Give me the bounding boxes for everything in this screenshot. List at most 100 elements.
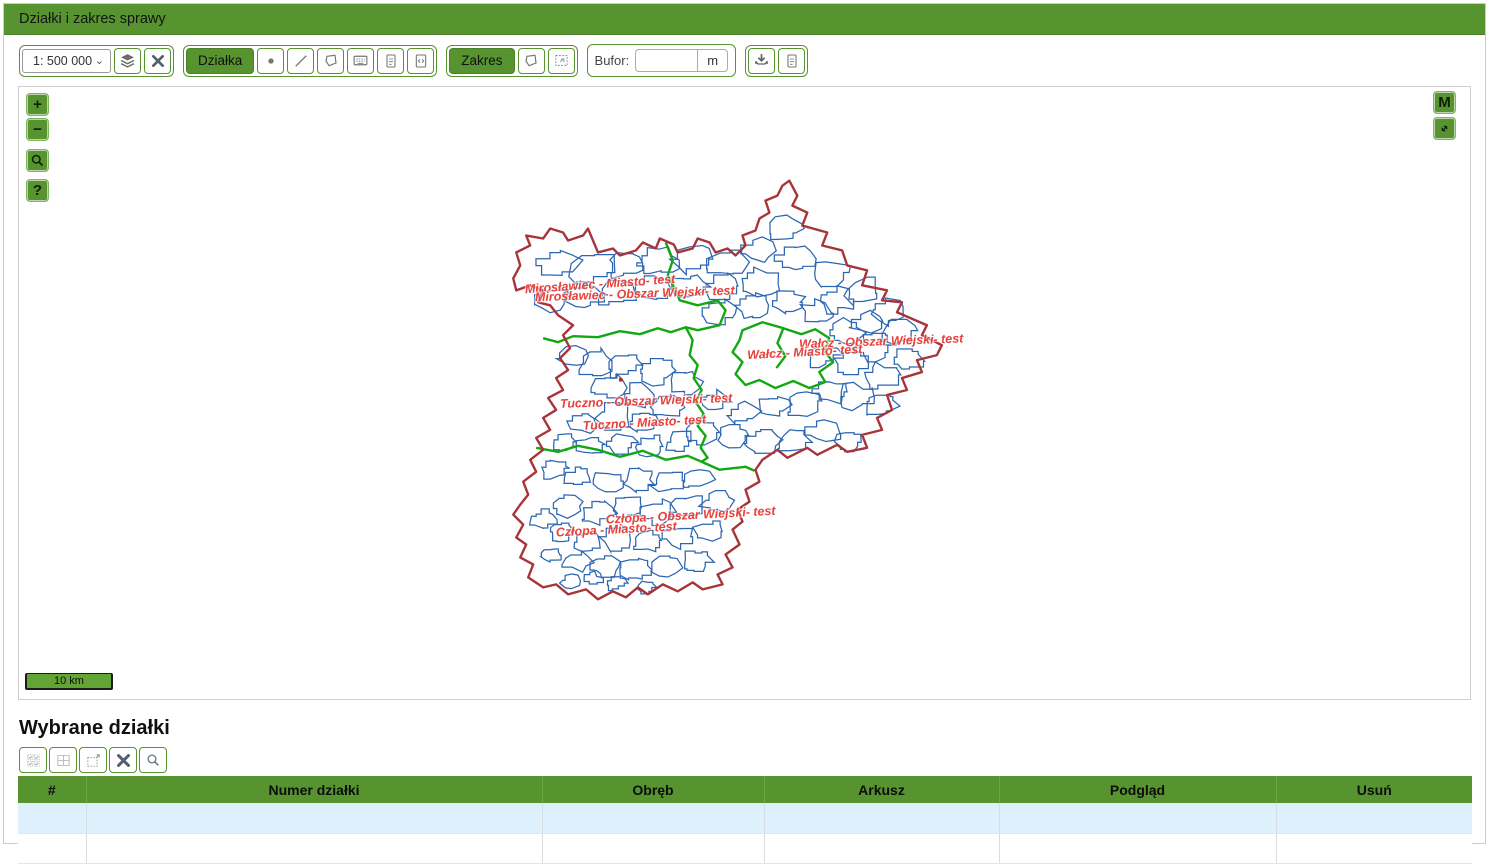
document-icon (383, 53, 399, 69)
expand-icon (1438, 122, 1451, 135)
map-scale-bar: 10 km (25, 673, 113, 690)
table-cell (999, 803, 1277, 834)
draw-line-button[interactable] (287, 47, 315, 74)
document-code-icon (413, 53, 429, 69)
table-cell (1276, 803, 1472, 834)
panel-title: Działki i zakres sprawy (19, 11, 166, 27)
toolbar-group-zakres: Zakres (446, 44, 578, 77)
map-label: Człopa - Miasto- test (556, 519, 678, 539)
layers-icon (119, 52, 136, 69)
app-window: Działki i zakres sprawy 1: 500 000 ⌄ (3, 3, 1486, 864)
point-icon (263, 53, 279, 69)
search-icon (145, 752, 161, 768)
column-header: Podgląd (999, 776, 1277, 803)
section-heading: Wybrane działki (19, 717, 170, 739)
table-cell (86, 803, 543, 834)
bufor-unit: m (697, 49, 729, 72)
table-cell (86, 833, 543, 864)
zakres-select-extent-button[interactable] (547, 47, 575, 74)
import-geometry-button[interactable] (407, 47, 435, 74)
column-header: Obręb (542, 776, 765, 803)
fullscreen-button[interactable] (1433, 117, 1456, 140)
zoom-in-button[interactable]: + (26, 93, 49, 116)
close-icon (115, 752, 132, 769)
table-cell (764, 833, 1000, 864)
draw-polygon-button[interactable] (317, 47, 345, 74)
minus-icon: − (33, 121, 42, 138)
dzialka-mode-label: Działka (198, 53, 243, 68)
zakres-polygon-button[interactable] (517, 47, 545, 74)
map-label: Wałcz - Obszar Wiejski- test (799, 331, 964, 351)
toolbar-group-dzialka: Działka (183, 44, 438, 77)
column-header: Numer działki (86, 776, 543, 803)
scale-select[interactable]: 1: 500 000 ⌄ (22, 48, 111, 73)
grid-remove-icon (85, 752, 102, 769)
search-icon (30, 153, 45, 168)
chevron-down-icon: ⌄ (94, 55, 104, 67)
document-icon (784, 53, 800, 69)
polygon-icon (523, 53, 539, 69)
table-cell (18, 803, 87, 834)
scale-select-value: 1: 500 000 (33, 53, 93, 68)
draw-point-button[interactable] (257, 47, 285, 74)
coordinates-input-button[interactable] (347, 47, 375, 74)
table-header-row: # Numer działki Obręb Arkusz Podgląd Usuń (18, 776, 1472, 803)
question-icon: ? (32, 182, 43, 199)
close-icon (150, 53, 166, 69)
parcels-toolbar (4, 747, 1485, 773)
scale-bar-label: 10 km (54, 675, 84, 687)
bufor-label: Bufor: (594, 53, 630, 68)
select-all-button[interactable] (19, 747, 47, 773)
table-cell (542, 833, 765, 864)
layers-button[interactable] (114, 47, 141, 74)
map-toolbar: 1: 500 000 ⌄ (4, 35, 1485, 86)
parcels-table: # Numer działki Obręb Arkusz Podgląd Usuń (18, 776, 1472, 864)
table-row (18, 833, 1472, 864)
keyboard-icon (352, 52, 369, 69)
selected-boundaries (535, 242, 835, 472)
zoom-search-button[interactable] (26, 149, 49, 172)
county-boundary (512, 179, 944, 601)
map-marker-dot (618, 378, 623, 382)
plus-icon: + (33, 96, 42, 113)
m-icon: M (1438, 94, 1451, 111)
measure-button[interactable]: M (1433, 91, 1456, 114)
zakres-mode-label: Zakres (461, 53, 503, 68)
dzialka-mode-button[interactable]: Działka (186, 47, 255, 74)
table-cell (764, 803, 1000, 834)
report-document-button[interactable] (778, 47, 806, 74)
parcel-document-button[interactable] (377, 47, 405, 74)
clear-map-button[interactable] (144, 47, 171, 74)
clear-parcels-button[interactable] (109, 747, 137, 773)
polygon-icon (323, 53, 339, 69)
download-button[interactable] (748, 47, 776, 74)
toolbar-group-export (745, 44, 809, 77)
bufor-input[interactable] (635, 49, 698, 72)
select-extent-icon (553, 52, 570, 69)
grid-view-button[interactable] (49, 747, 77, 773)
zoom-to-parcels-button[interactable] (139, 747, 167, 773)
panel-titlebar: Działki i zakres sprawy (4, 4, 1485, 35)
table-cell (542, 803, 765, 834)
table-cell (18, 833, 87, 864)
remove-selection-button[interactable] (79, 747, 107, 773)
column-header: Usuń (1276, 776, 1472, 803)
help-button[interactable]: ? (26, 179, 49, 202)
zakres-mode-button[interactable]: Zakres (449, 47, 515, 74)
line-icon (293, 53, 309, 69)
table-cell (999, 833, 1277, 864)
table-row (18, 803, 1472, 834)
column-header: Arkusz (764, 776, 1000, 803)
download-icon (753, 52, 770, 69)
toolbar-group-bufor: Bufor: m (586, 44, 737, 77)
column-header: # (18, 776, 87, 803)
parcel-boundaries (529, 214, 927, 595)
grid-checks-icon (25, 752, 42, 769)
map-label: Tuczno - Obszar Wiejski- test (560, 391, 734, 411)
toolbar-group-view: 1: 500 000 ⌄ (19, 44, 174, 77)
zoom-out-button[interactable]: − (26, 118, 49, 141)
grid-icon (55, 752, 72, 769)
table-cell (1276, 833, 1472, 864)
map-viewport[interactable]: Mirosławiec - Miasto- test Mirosławiec - … (18, 86, 1471, 700)
